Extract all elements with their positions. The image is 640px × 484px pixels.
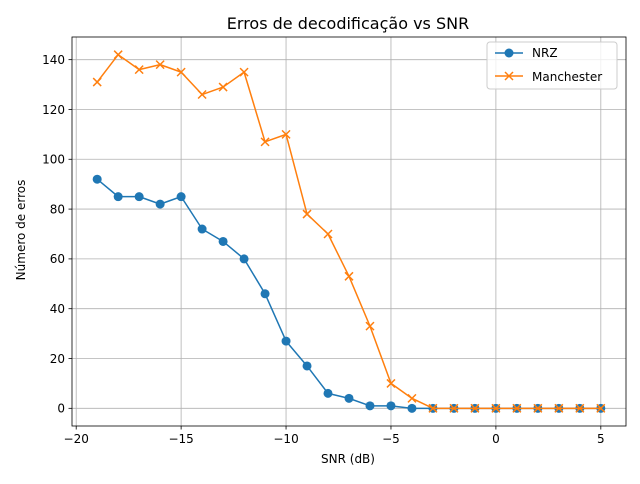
y-tick-label: 120	[42, 103, 65, 117]
data-point-nrz	[365, 401, 375, 411]
data-point-nrz	[386, 401, 396, 411]
data-point-nrz	[302, 361, 312, 371]
x-tick-label: −20	[64, 432, 89, 446]
data-point-nrz	[281, 336, 291, 346]
y-axis-label: Número de erros	[14, 180, 28, 281]
x-tick-label: 0	[492, 432, 500, 446]
data-point-manchester	[428, 403, 438, 413]
data-point-manchester	[533, 403, 543, 413]
data-point-nrz	[176, 192, 186, 202]
data-point-manchester	[92, 77, 102, 87]
data-point-manchester	[386, 378, 396, 388]
chart-title: Erros de decodificação vs SNR	[227, 14, 469, 33]
data-point-manchester	[596, 403, 606, 413]
x-tick-label: 5	[597, 432, 605, 446]
data-point-manchester	[281, 129, 291, 139]
data-point-manchester	[575, 403, 585, 413]
data-point-nrz	[197, 224, 207, 234]
data-point-manchester	[470, 403, 480, 413]
data-point-manchester	[134, 65, 144, 75]
x-tick-label: −15	[168, 432, 193, 446]
data-point-manchester	[218, 82, 228, 92]
data-point-manchester	[113, 50, 123, 60]
y-tick-label: 0	[57, 402, 65, 416]
legend-label-manchester: Manchester	[532, 70, 602, 84]
data-point-manchester	[512, 403, 522, 413]
legend-label-nrz: NRZ	[532, 46, 558, 60]
data-point-manchester	[260, 137, 270, 147]
data-point-manchester	[155, 60, 165, 70]
data-point-nrz	[155, 199, 165, 209]
data-point-nrz	[344, 393, 354, 403]
data-point-nrz	[239, 254, 249, 264]
y-tick-label: 60	[50, 252, 65, 266]
data-point-manchester	[197, 89, 207, 100]
data-point-nrz	[113, 192, 123, 202]
legend: NRZ Manchester	[486, 41, 618, 90]
y-tick-label: 140	[42, 53, 65, 67]
y-tick-label: 80	[50, 202, 65, 216]
data-point-manchester	[491, 403, 501, 413]
data-point-nrz	[92, 174, 102, 184]
legend-swatch-nrz-marker	[504, 48, 514, 58]
legend-swatch-manchester-marker	[504, 71, 514, 81]
x-axis-label: SNR (dB)	[321, 452, 375, 466]
data-point-manchester	[344, 271, 354, 281]
y-tick-label: 40	[50, 302, 65, 316]
axis-ticks: −20 −15 −10 −5 0 5 0 20 40 60 80 100 120 140	[42, 53, 605, 446]
y-tick-label: 100	[42, 153, 65, 167]
y-tick-label: 20	[50, 352, 65, 366]
data-point-manchester	[176, 67, 186, 77]
data-point-manchester	[365, 321, 375, 331]
data-point-nrz	[260, 289, 270, 299]
plot-frame	[71, 36, 627, 427]
data-point-nrz	[134, 192, 144, 202]
data-point-nrz	[407, 403, 417, 413]
x-tick-label: −5	[382, 432, 400, 446]
data-point-manchester	[554, 403, 564, 413]
data-point-manchester	[449, 403, 459, 413]
series-group	[92, 50, 606, 413]
data-point-manchester	[302, 209, 312, 219]
data-point-manchester	[407, 393, 417, 403]
data-point-manchester	[239, 67, 249, 77]
x-tick-label: −10	[273, 432, 298, 446]
grid-lines	[72, 37, 626, 426]
data-point-manchester	[323, 229, 333, 239]
data-point-nrz	[323, 388, 333, 398]
data-point-nrz	[218, 236, 228, 246]
